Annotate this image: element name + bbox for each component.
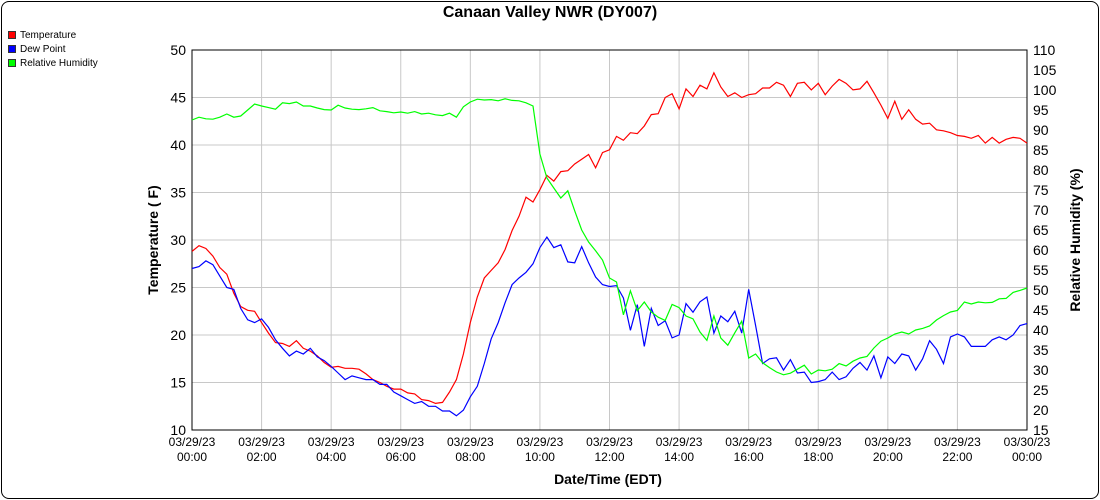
legend-swatch-relative-humidity: [8, 59, 16, 67]
x-tick-label-date: 03/29/23: [656, 435, 703, 449]
legend-swatch-temperature: [8, 31, 16, 39]
y-tick-label-right: 85: [1033, 142, 1049, 158]
legend: Temperature Dew Point Relative Humidity: [8, 28, 98, 70]
x-tick-label-date: 03/29/23: [725, 435, 772, 449]
y-tick-label-left: 45: [170, 90, 186, 106]
y-tick-label-right: 90: [1033, 122, 1049, 138]
y-tick-label-left: 15: [170, 375, 186, 391]
x-tick-label-date: 03/29/23: [447, 435, 494, 449]
x-tick-label-time: 18:00: [803, 450, 833, 464]
x-tick-label-time: 00:00: [177, 450, 207, 464]
y-tick-label-right: 35: [1033, 342, 1049, 358]
y-tick-label-right: 50: [1033, 282, 1049, 298]
x-tick-label-date: 03/29/23: [517, 435, 564, 449]
y-tick-label-right: 45: [1033, 302, 1049, 318]
x-tick-label-time: 06:00: [386, 450, 416, 464]
y-tick-label-left: 20: [170, 327, 186, 343]
y-tick-label-left: 25: [170, 280, 186, 296]
plot-area-border: [191, 49, 1028, 431]
chart-title: Canaan Valley NWR (DY007): [442, 4, 658, 21]
y-tick-label-right: 55: [1033, 262, 1049, 278]
legend-swatch-dew-point: [8, 45, 16, 53]
y-tick-label-right: 30: [1033, 362, 1049, 378]
x-tick-label-time: 20:00: [873, 450, 903, 464]
legend-label-dew-point: Dew Point: [20, 43, 66, 55]
x-tick-label-date: 03/29/23: [864, 435, 911, 449]
legend-item-temperature: Temperature: [8, 28, 98, 42]
y-tick-label-right: 15: [1033, 422, 1049, 438]
y-tick-label-right: 100: [1033, 82, 1057, 98]
y-tick-label-right: 75: [1033, 182, 1049, 198]
x-tick-label-time: 14:00: [664, 450, 694, 464]
y-tick-label-right: 110: [1033, 42, 1056, 58]
y-tick-label-right: 20: [1033, 402, 1049, 418]
y-tick-label-left: 30: [170, 232, 186, 248]
y-tick-label-right: 65: [1033, 222, 1049, 238]
y-tick-label-right: 70: [1033, 202, 1049, 218]
y-tick-label-left: 50: [170, 42, 186, 58]
x-axis-label: Date/Time (EDT): [554, 471, 662, 487]
y-tick-label-right: 80: [1033, 162, 1049, 178]
y-tick-label-right: 105: [1033, 62, 1057, 78]
grid: [192, 50, 1027, 430]
legend-label-temperature: Temperature: [20, 29, 77, 41]
x-tick-label-date: 03/30/23: [1004, 435, 1051, 449]
x-tick-label-date: 03/29/23: [795, 435, 842, 449]
x-tick-label-time: 00:00: [1012, 450, 1042, 464]
x-tick-label-time: 16:00: [734, 450, 764, 464]
y-axis-right-label: Relative Humidity (%): [1067, 168, 1083, 311]
series-line-dew-point: [191, 236, 1028, 417]
x-tick-label-time: 02:00: [247, 450, 277, 464]
y-tick-label-right: 40: [1033, 322, 1049, 338]
x-tick-label-date: 03/29/23: [308, 435, 355, 449]
legend-item-relative-humidity: Relative Humidity: [8, 56, 98, 70]
x-tick-label-date: 03/29/23: [377, 435, 424, 449]
y-tick-label-left: 35: [170, 185, 186, 201]
series-layer: [191, 71, 1028, 417]
x-tick-label-date: 03/29/23: [169, 435, 216, 449]
y-tick-label-right: 60: [1033, 242, 1049, 258]
y-tick-label-right: 95: [1033, 102, 1049, 118]
x-tick-label-time: 10:00: [525, 450, 555, 464]
y-tick-label-left: 10: [170, 422, 186, 438]
series-line-temperature: [191, 71, 1028, 405]
x-tick-label-date: 03/29/23: [934, 435, 981, 449]
x-tick-label-time: 04:00: [316, 450, 346, 464]
series-line-relative-humidity: [191, 98, 1028, 376]
legend-item-dew-point: Dew Point: [8, 42, 98, 56]
x-tick-label-time: 08:00: [455, 450, 485, 464]
y-tick-label-right: 25: [1033, 382, 1049, 398]
y-axis-left-label: Temperature ( F): [145, 185, 161, 294]
x-tick-label-date: 03/29/23: [238, 435, 285, 449]
x-tick-label-time: 12:00: [594, 450, 624, 464]
axis-layer: 03/29/2300:0003/29/2302:0003/29/2304:000…: [169, 42, 1057, 464]
legend-label-relative-humidity: Relative Humidity: [20, 57, 98, 69]
x-tick-label-time: 22:00: [942, 450, 972, 464]
x-tick-label-date: 03/29/23: [586, 435, 633, 449]
y-tick-label-left: 40: [170, 137, 186, 153]
